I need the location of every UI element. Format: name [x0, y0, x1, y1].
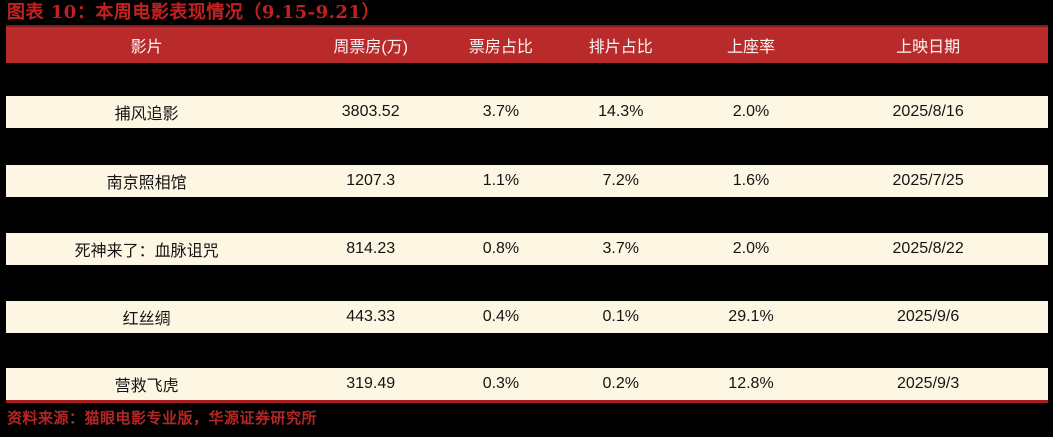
cell-weekly-box-office: 3803.52 [341, 103, 400, 120]
header-film: 影片 [130, 39, 163, 56]
table-row: 死神来了：血脉诅咒 814.23 0.8% 3.7% 2.0% 2025/8/2… [6, 233, 1048, 265]
cell-film: 红丝绸 [122, 311, 171, 328]
cell-release-date: 2025/8/22 [892, 240, 964, 257]
cell-box-office-share: 1.1% [482, 172, 520, 189]
cell-weekly-box-office: 814.23 [346, 240, 396, 257]
cell-weekly-box-office: 1207.3 [346, 172, 396, 189]
cell-film: 南京照相馆 [106, 175, 187, 192]
cell-release-date: 2025/7/25 [892, 172, 964, 189]
cell-attendance-rate: 2.0% [732, 103, 770, 120]
cell-weekly-box-office: 319.49 [346, 375, 396, 392]
cell-box-office-share: 0.3% [482, 375, 520, 392]
cell-attendance-rate: 2.0% [732, 240, 770, 257]
cell-box-office-share: 3.7% [482, 103, 520, 120]
table-row: 红丝绸 443.33 0.4% 0.1% 29.1% 2025/9/6 [6, 301, 1048, 333]
table-header-row: 影片 周票房(万) 票房占比 排片占比 上座率 上映日期 [6, 25, 1048, 63]
table-row: 营救飞虎 319.49 0.3% 0.2% 12.8% 2025/9/3 [6, 368, 1048, 400]
header-box-office-share: 票房占比 [468, 39, 533, 56]
header-weekly-box-office: 周票房(万) [333, 39, 409, 56]
cell-screening-share: 0.1% [602, 308, 639, 325]
cell-film: 捕风追影 [114, 106, 179, 123]
cell-attendance-rate: 1.6% [732, 172, 770, 189]
cell-weekly-box-office: 443.33 [346, 308, 396, 325]
cell-release-date: 2025/9/3 [896, 375, 960, 392]
cell-release-date: 2025/9/6 [896, 308, 960, 325]
cell-film: 营救飞虎 [114, 378, 179, 395]
cell-screening-share: 0.2% [602, 375, 639, 392]
cell-box-office-share: 0.8% [482, 240, 520, 257]
header-attendance-rate: 上座率 [726, 39, 775, 56]
source-note: 资料来源：猫眼电影专业版，华源证券研究所 [7, 409, 318, 427]
cell-attendance-rate: 29.1% [728, 308, 774, 325]
header-release-date: 上映日期 [896, 39, 961, 56]
table-bottom-rule [6, 400, 1048, 403]
table-row: 南京照相馆 1207.3 1.1% 7.2% 1.6% 2025/7/25 [6, 165, 1048, 197]
cell-screening-share: 7.2% [602, 172, 639, 189]
cell-film: 死神来了：血脉诅咒 [74, 243, 219, 260]
figure-title: 图表 10：本周电影表现情况（9.15-9.21） [7, 2, 380, 23]
table-row: 捕风追影 3803.52 3.7% 14.3% 2.0% 2025/8/16 [6, 96, 1048, 128]
cell-box-office-share: 0.4% [482, 308, 520, 325]
header-screening-share: 排片占比 [588, 39, 653, 56]
cell-screening-share: 14.3% [598, 103, 644, 120]
cell-attendance-rate: 12.8% [728, 375, 774, 392]
cell-release-date: 2025/8/16 [892, 103, 964, 120]
cell-screening-share: 3.7% [602, 240, 639, 257]
